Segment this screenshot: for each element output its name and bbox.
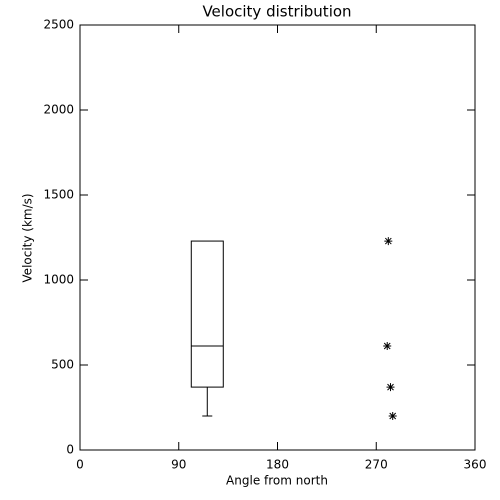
y-tick-label: 1000 [43,273,74,287]
y-tick-label: 0 [66,443,74,457]
point [383,341,392,350]
point [388,412,397,420]
plot-frame [79,24,476,451]
chart-title: Velocity distribution [202,3,351,21]
point [386,383,395,392]
x-tick-label: 270 [365,458,388,472]
x-tick-label: 180 [266,458,289,472]
x-tick-label: 360 [464,458,487,472]
x-axis-label: Angle from north [226,474,328,488]
y-tick-label: 2500 [43,18,74,32]
x-tick-label: 90 [171,458,186,472]
y-tick-label: 2000 [43,103,74,117]
x-tick-label: 0 [76,458,84,472]
y-tick-label: 1500 [43,188,74,202]
box [190,240,224,388]
y-axis-label: Velocity (km/s) [21,193,35,282]
point [384,237,393,246]
y-tick-label: 500 [51,358,74,372]
